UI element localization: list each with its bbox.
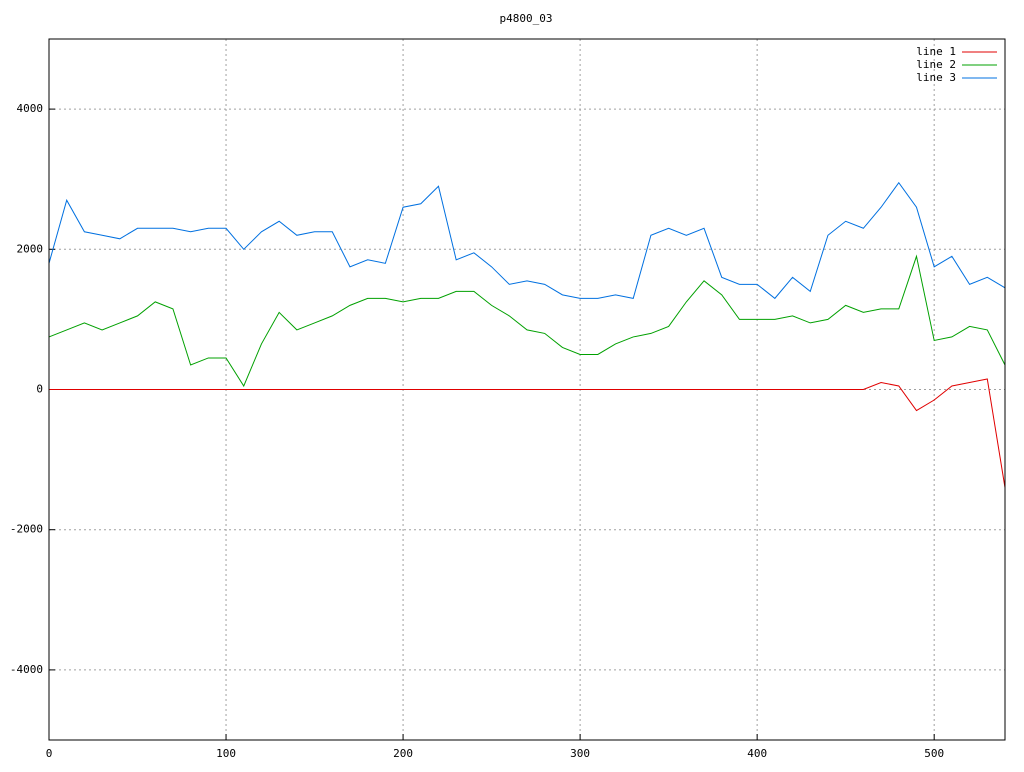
plot-border bbox=[48, 38, 1006, 741]
x-tick-label: 0 bbox=[46, 747, 53, 760]
chart-title: p4800_03 bbox=[500, 12, 553, 25]
x-tick-label: 100 bbox=[216, 747, 236, 760]
y-tick-label: -2000 bbox=[10, 523, 43, 536]
data-line bbox=[48, 181, 1006, 300]
y-tick-label: 4000 bbox=[17, 102, 44, 115]
y-tick-label: 0 bbox=[36, 383, 43, 396]
y-tick-label: 2000 bbox=[17, 242, 44, 255]
x-tick-label: 400 bbox=[747, 747, 767, 760]
data-line bbox=[48, 254, 1006, 388]
data-line bbox=[49, 378, 1006, 488]
x-tick-label: 200 bbox=[393, 747, 413, 760]
y-tick-label: -4000 bbox=[10, 663, 43, 676]
legend-label: line 1 bbox=[916, 45, 956, 58]
legend-label: line 2 bbox=[916, 58, 956, 71]
legend-label: line 3 bbox=[916, 71, 956, 84]
x-tick-label: 300 bbox=[570, 747, 590, 760]
x-tick-label: 500 bbox=[924, 747, 944, 760]
